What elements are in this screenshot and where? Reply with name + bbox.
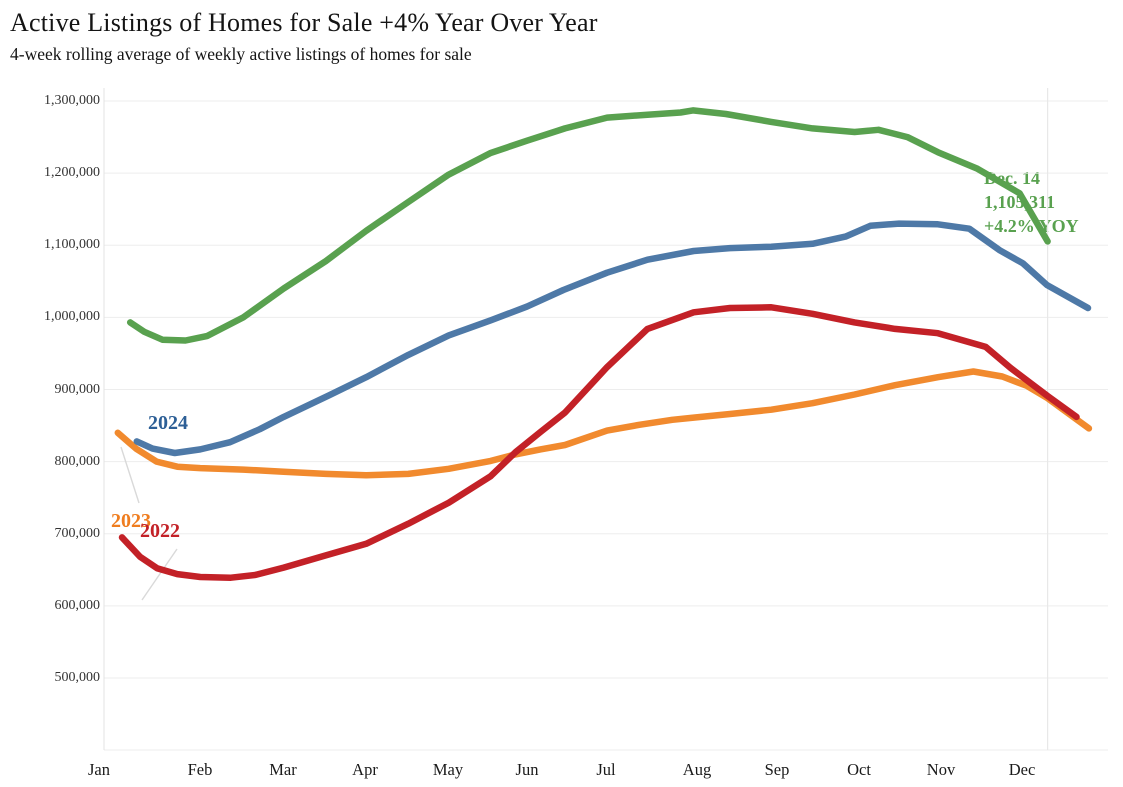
series-label-2022: 2022 (140, 520, 180, 542)
y-axis-tick-label: 1,300,000 (44, 93, 100, 108)
series-line-current-year (126, 107, 1051, 344)
y-axis-tick-label: 600,000 (54, 597, 101, 613)
annotation-line: 1,105,311 (984, 192, 1056, 212)
label-leader-line (120, 446, 140, 504)
label-leader-line (141, 548, 178, 601)
annotation-line: +4.2% YOY (984, 216, 1079, 236)
y-axis-tick-label: 900,000 (54, 381, 101, 397)
series-line-2023 (114, 368, 1093, 479)
series-line-2022 (118, 304, 1080, 581)
x-axis-tick-label: May (432, 760, 464, 779)
chart-title: Active Listings of Homes for Sale +4% Ye… (10, 8, 598, 37)
x-axis-tick-label: Dec (1008, 760, 1036, 779)
x-axis-tick-label: Jan (88, 760, 110, 779)
y-axis-tick-label: 1,100,000 (44, 237, 100, 253)
chart-subtitle: 4-week rolling average of weekly active … (10, 44, 472, 64)
x-axis-tick-label: Mar (269, 760, 297, 779)
series-line-2024 (133, 220, 1092, 457)
y-axis-tick-label: 1,000,000 (44, 309, 100, 325)
x-axis-tick-label: Feb (187, 760, 213, 779)
y-axis-tick-label: 700,000 (54, 525, 101, 541)
series-label-2023: 2023 (111, 510, 151, 532)
y-axis-tick-label: 1,200,000 (44, 165, 100, 181)
x-axis-tick-label: Jun (515, 760, 539, 779)
y-axis-tick-label: 500,000 (54, 670, 101, 685)
x-axis-tick-label: Aug (682, 760, 712, 779)
x-axis-tick-label: Nov (926, 760, 956, 779)
y-axis-tick-label: 800,000 (54, 453, 101, 469)
x-axis-tick-label: Sep (764, 760, 790, 779)
x-axis-tick-label: Oct (847, 760, 871, 779)
x-axis-tick-label: Jul (596, 760, 616, 779)
series-label-2024: 2024 (148, 412, 188, 434)
x-axis-tick-label: Apr (352, 760, 378, 779)
